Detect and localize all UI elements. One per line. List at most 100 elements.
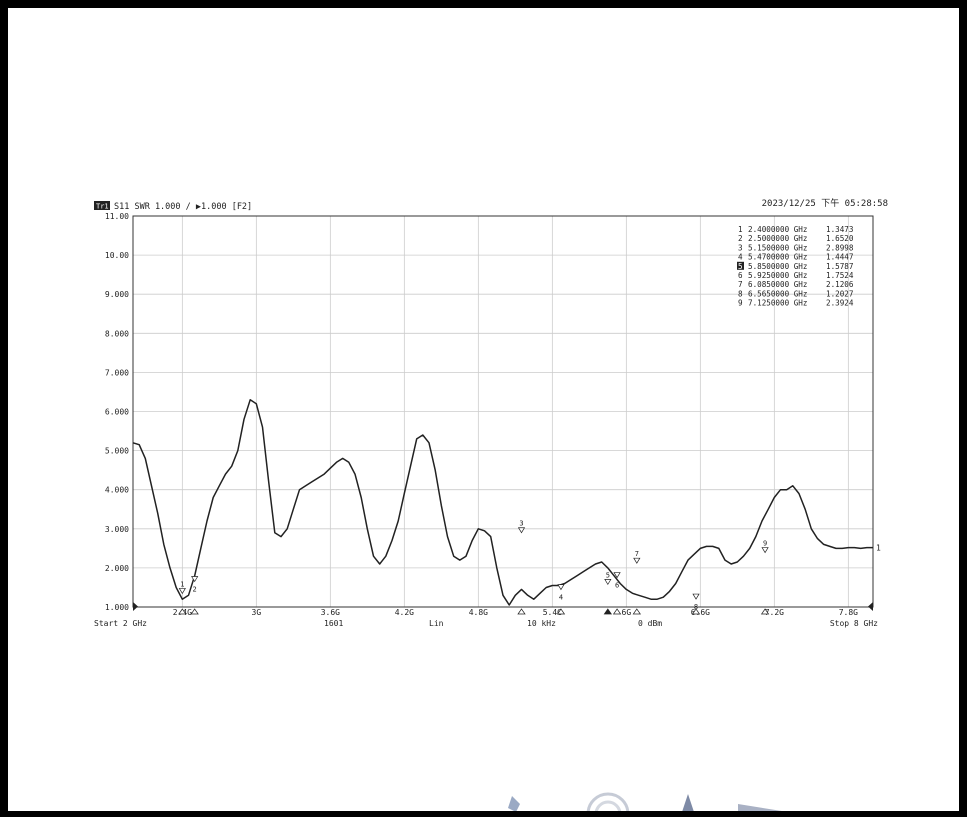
stop-frequency[interactable]: Stop 8 GHz	[830, 619, 878, 628]
x-tick-label: 6.6G	[691, 608, 710, 617]
marker-7[interactable]: 7	[632, 550, 641, 615]
marker-table-id: 4	[738, 253, 743, 262]
y-tick-label: 8.000	[105, 329, 129, 338]
marker-8[interactable]: 8	[691, 593, 701, 615]
trace-end-label: 1	[876, 544, 881, 553]
marker-triangle[interactable]	[692, 593, 700, 600]
marker-table-row[interactable]: 7 6.0850000 GHz 2.1206	[738, 280, 854, 289]
marker-axis-triangle[interactable]	[556, 608, 566, 615]
marker-axis-triangle[interactable]	[612, 608, 622, 615]
points-count[interactable]: 1601	[324, 619, 343, 628]
marker-triangle[interactable]	[191, 576, 199, 583]
x-tick-label: 6G	[622, 608, 632, 617]
marker-3[interactable]: 3	[517, 520, 526, 615]
marker-number: 7	[635, 550, 639, 558]
marker-9[interactable]: 9	[760, 540, 770, 615]
plot-frame	[132, 215, 874, 608]
start-frequency[interactable]: Start 2 GHz	[94, 619, 147, 628]
sweep-type[interactable]: Lin	[429, 619, 444, 628]
marker-table-freq: 7.1250000 GHz	[748, 299, 807, 308]
trace-badge[interactable]: Tr1	[96, 203, 109, 211]
swr-chart: Tr1 S11 SWR 1.000 / ▶1.000 [F2] 11.00 10.…	[94, 201, 881, 628]
logo-mark-5	[738, 804, 782, 811]
marker-table-value: 2.8998	[826, 243, 854, 252]
marker-triangle[interactable]	[613, 572, 621, 579]
marker-table-value: 1.2027	[826, 289, 853, 298]
x-tick-label: 4.2G	[395, 608, 414, 617]
marker-triangle[interactable]	[178, 588, 186, 595]
marker-table-value: 1.5787	[826, 262, 853, 271]
footer-bar: Start 2 GHz 1601 Lin 10 kHz 0 dBm Stop 8…	[94, 619, 878, 628]
marker-table-freq: 5.8500000 GHz	[748, 262, 807, 271]
marker-table-id: 8	[738, 289, 743, 298]
marker-number: 9	[763, 540, 767, 548]
y-tick-label: 11.00	[105, 212, 129, 221]
marker-2[interactable]: 2	[190, 576, 199, 615]
marker-table-row[interactable]: 2 2.5000000 GHz 1.6520	[738, 234, 854, 243]
marker-axis-triangle[interactable]	[632, 608, 641, 615]
marker-table: 1 2.4000000 GHz 1.3473 2 2.5000000 GHz 1.6520…	[737, 225, 854, 308]
marker-table-value: 2.1206	[826, 280, 854, 289]
marker-number: 8	[694, 603, 698, 611]
logo-mark-3	[594, 800, 622, 811]
marker-6[interactable]: 6	[612, 572, 622, 615]
marker-axis-triangle[interactable]	[603, 608, 613, 615]
trace-s11	[132, 399, 873, 606]
marker-triangle[interactable]	[761, 547, 769, 554]
x-tick-label: 5.4G	[543, 608, 562, 617]
y-tick-label: 6.000	[105, 408, 129, 417]
marker-table-row[interactable]: 1 2.4000000 GHz 1.3473	[738, 225, 853, 234]
x-tick-label: 4.8G	[469, 608, 488, 617]
reference-marker-left	[133, 602, 138, 611]
marker-axis-triangle[interactable]	[691, 608, 701, 615]
marker-number: 4	[559, 594, 563, 602]
reference-marker-right	[868, 602, 873, 611]
x-tick-label: 7.2G	[765, 608, 784, 617]
x-tick-label: 3G	[252, 608, 262, 617]
watermark-logo	[508, 792, 782, 811]
marker-table-id: 7	[738, 280, 743, 289]
marker-triangle[interactable]	[604, 579, 612, 586]
marker-axis-triangle[interactable]	[760, 608, 770, 615]
screen: 2023/12/25 下午 05:28:58 Tr1 S11 SWR 1.000…	[8, 8, 959, 811]
marker-table-freq: 2.5000000 GHz	[748, 234, 807, 243]
marker-table-freq: 2.4000000 GHz	[748, 225, 807, 234]
marker-table-row[interactable]: 6 5.9250000 GHz 1.7524	[738, 271, 854, 280]
marker-1[interactable]: 1	[178, 580, 187, 615]
marker-number: 1	[180, 580, 184, 588]
marker-table-value: 1.3473	[826, 225, 853, 234]
marker-table-value: 2.3924	[826, 299, 854, 308]
marker-4[interactable]: 4	[556, 584, 566, 615]
marker-table-id: 1	[738, 225, 743, 234]
marker-table-row[interactable]: 5 5.8500000 GHz 1.5787	[737, 261, 853, 271]
timestamp: 2023/12/25 下午 05:28:58	[761, 199, 888, 209]
y-tick-label: 4.000	[105, 486, 129, 495]
marker-axis-triangle[interactable]	[190, 608, 199, 615]
marker-axis-triangle[interactable]	[178, 608, 187, 615]
y-tick-label: 10.00	[105, 251, 129, 260]
marker-table-row[interactable]: 3 5.1500000 GHz 2.8998	[738, 243, 854, 252]
marker-triangle[interactable]	[633, 557, 641, 564]
marker-table-id: 3	[738, 243, 743, 252]
marker-table-id: 9	[738, 299, 743, 308]
y-axis: 11.00 10.00 9.000 8.000 7.000 6.000 5.000 4.000…	[105, 212, 129, 612]
marker-axis-triangle[interactable]	[517, 608, 526, 615]
marker-table-row[interactable]: 4 5.4700000 GHz 1.4447	[738, 253, 853, 262]
y-tick-label: 7.000	[105, 368, 129, 377]
marker-table-freq: 5.9250000 GHz	[748, 271, 807, 280]
marker-table-id: 5	[738, 262, 743, 271]
marker-table-row[interactable]: 8 6.5650000 GHz 1.2027	[738, 289, 853, 298]
y-tick-label: 3.000	[105, 525, 129, 534]
marker-5[interactable]: 5	[603, 571, 613, 615]
marker-number: 2	[193, 586, 197, 594]
logo-mark-1	[508, 796, 520, 811]
if-bandwidth[interactable]: 10 kHz	[527, 619, 556, 628]
source-power[interactable]: 0 dBm	[638, 619, 662, 628]
marker-table-row[interactable]: 9 7.1250000 GHz 2.3924	[738, 299, 854, 308]
marker-triangle[interactable]	[557, 584, 565, 591]
logo-mark-4	[682, 794, 694, 811]
y-tick-label: 2.000	[105, 564, 129, 573]
y-tick-label: 9.000	[105, 290, 129, 299]
marker-number: 6	[615, 582, 619, 590]
marker-triangle[interactable]	[517, 527, 526, 534]
